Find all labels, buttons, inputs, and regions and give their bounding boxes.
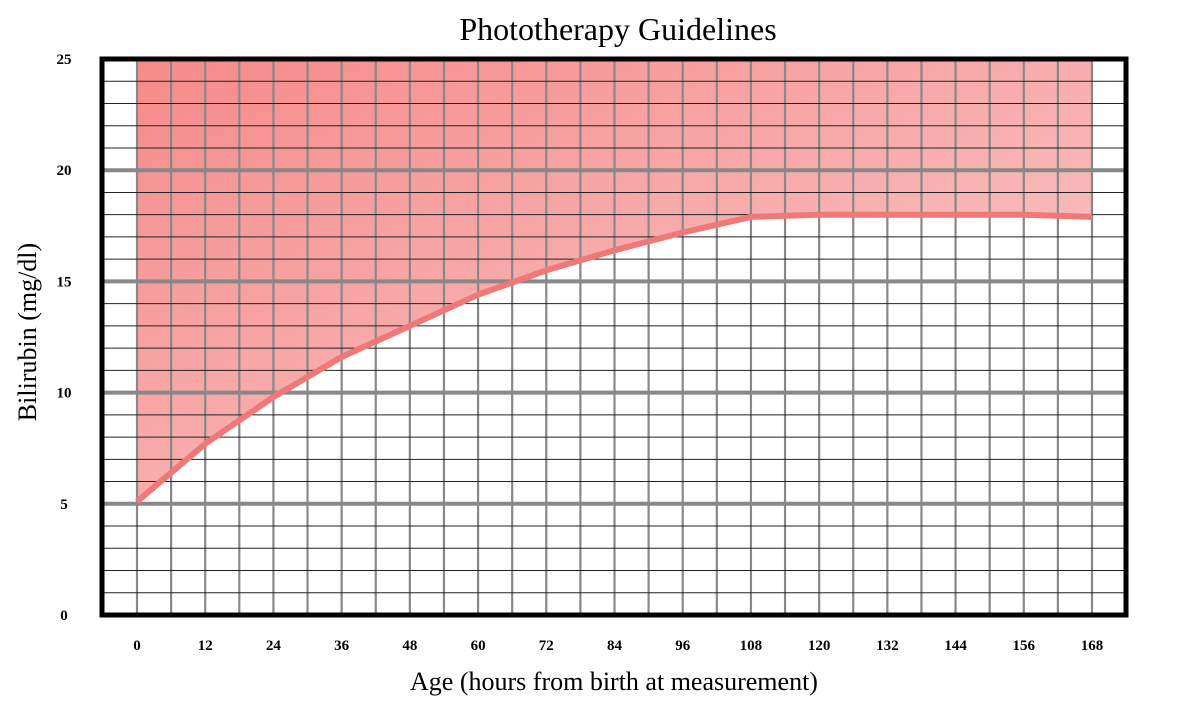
y-tick-label: 0 xyxy=(60,608,68,624)
x-tick-label: 12 xyxy=(198,638,213,654)
y-tick-label: 15 xyxy=(57,274,72,290)
y-tick-label: 20 xyxy=(57,163,72,179)
x-tick-label: 132 xyxy=(876,638,899,654)
x-tick-label: 120 xyxy=(808,638,831,654)
y-tick-labels: 0 5 10 15 20 25 xyxy=(57,52,72,624)
y-tick-label: 5 xyxy=(60,497,68,513)
x-tick-labels: 0 12 24 36 48 60 72 84 96 108 120 132 144 156 168 xyxy=(133,638,1103,654)
y-tick-label: 25 xyxy=(57,52,72,68)
x-tick-label: 96 xyxy=(675,638,691,654)
x-tick-label: 144 xyxy=(944,638,967,654)
x-axis-label: Age (hours from birth at measurement) xyxy=(410,667,818,696)
y-axis-label: Bilirubin (mg/dl) xyxy=(13,243,42,421)
x-tick-label: 72 xyxy=(539,638,554,654)
y-tick-label: 10 xyxy=(57,386,72,402)
x-tick-label: 60 xyxy=(471,638,486,654)
x-tick-label: 0 xyxy=(133,638,141,654)
x-tick-label: 156 xyxy=(1013,638,1036,654)
x-tick-label: 24 xyxy=(266,638,282,654)
chart-title: Phototherapy Guidelines xyxy=(459,11,776,47)
x-tick-label: 36 xyxy=(334,638,350,654)
x-tick-label: 108 xyxy=(740,638,763,654)
x-tick-label: 48 xyxy=(402,638,417,654)
x-tick-label: 168 xyxy=(1081,638,1104,654)
x-tick-label: 84 xyxy=(607,638,623,654)
plot-frame xyxy=(99,56,1129,618)
